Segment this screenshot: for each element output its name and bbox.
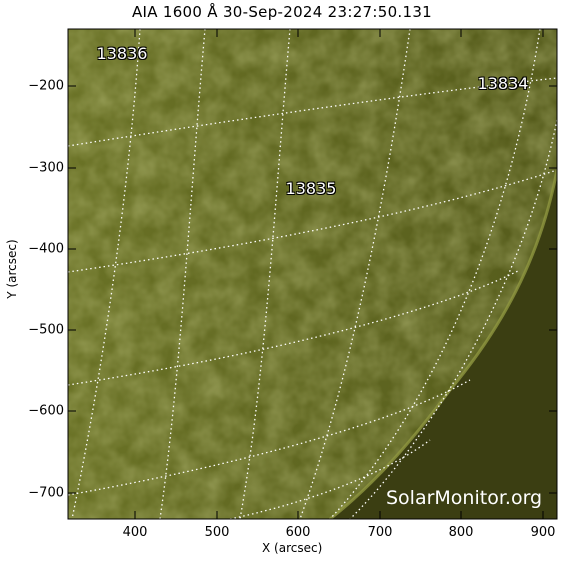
off-limb-region xyxy=(330,170,557,519)
y-tick-label: −700 xyxy=(28,485,64,501)
axis-ticks xyxy=(68,29,557,519)
y-tick-label: −500 xyxy=(28,322,64,338)
x-tick-label: 500 xyxy=(204,525,230,540)
y-tick-label: −400 xyxy=(28,241,64,257)
y-tick-label: −300 xyxy=(28,160,64,176)
x-axis-label: X (arcsec) xyxy=(262,541,323,555)
heliographic-grid xyxy=(68,29,557,519)
active-region-label: 13835 xyxy=(285,179,337,198)
x-tick-label: 400 xyxy=(122,525,148,540)
active-region-label: 13836 xyxy=(96,44,148,63)
active-region-label: 13834 xyxy=(477,74,529,93)
watermark: SolarMonitor.org xyxy=(386,487,543,509)
x-tick-label: 600 xyxy=(285,525,311,540)
x-tick-label: 700 xyxy=(367,525,393,540)
y-tick-label: −600 xyxy=(28,403,64,419)
plot-frame xyxy=(67,28,558,520)
solar-disk-image xyxy=(68,29,557,519)
x-tick-label: 800 xyxy=(448,525,474,540)
x-tick-label: 900 xyxy=(530,525,556,540)
image-title: AIA 1600 Å 30-Sep-2024 23:27:50.131 xyxy=(131,3,433,21)
y-tick-label: −200 xyxy=(28,78,64,94)
